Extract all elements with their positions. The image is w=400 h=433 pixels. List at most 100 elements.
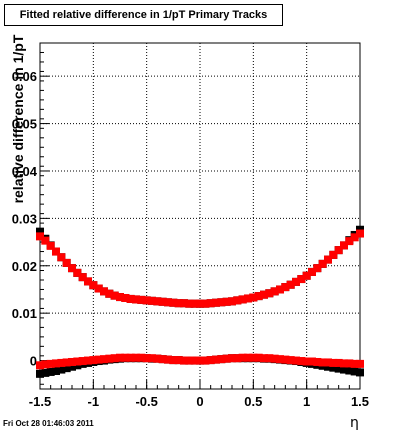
data-point [249, 293, 258, 302]
data-point [94, 355, 103, 364]
data-point [260, 290, 268, 299]
data-point [36, 227, 44, 236]
data-point [142, 296, 151, 305]
data-point [46, 367, 55, 376]
data-point [297, 275, 306, 284]
y-axis-label: relative difference in 1/pT [10, 34, 26, 204]
data-point [121, 353, 130, 362]
data-point [41, 360, 50, 369]
data-point [46, 241, 55, 250]
data-point [57, 253, 66, 262]
data-point [340, 365, 348, 374]
data-point [313, 264, 322, 273]
data-point [244, 294, 252, 303]
data-point [116, 293, 124, 302]
data-point [78, 273, 87, 282]
data-point [318, 259, 327, 268]
data-point [46, 359, 55, 368]
data-point [57, 358, 66, 367]
data-point [180, 356, 188, 365]
data-point [148, 296, 156, 305]
data-point [217, 355, 226, 364]
data-point [36, 232, 44, 241]
data-point [158, 355, 167, 364]
data-point [329, 250, 338, 259]
data-point [180, 299, 188, 308]
data-point [126, 353, 135, 362]
data-point [94, 284, 103, 293]
x-tick-label: 0 [196, 394, 203, 409]
data-point [164, 298, 172, 307]
data-point [153, 297, 162, 306]
data-point [84, 356, 92, 365]
x-tick-label: -1.5 [29, 394, 51, 409]
data-point [190, 356, 199, 365]
data-point [308, 357, 316, 366]
data-point [302, 357, 311, 366]
data-point [84, 277, 92, 286]
data-point [137, 353, 146, 362]
data-point [73, 268, 82, 277]
data-point [238, 295, 247, 304]
data-point [217, 298, 226, 307]
data-point [249, 353, 258, 362]
data-point [238, 353, 247, 362]
data-point [190, 299, 199, 308]
data-point [169, 356, 178, 365]
data-point [212, 355, 220, 364]
data-point [297, 357, 306, 366]
y-tick-label: 0.02 [12, 259, 37, 274]
data-point [73, 357, 82, 366]
data-point [302, 271, 311, 280]
data-point [89, 356, 98, 365]
data-point [334, 358, 343, 367]
data-point [334, 246, 343, 255]
data-point [105, 354, 114, 363]
chart-title: Fitted relative difference in 1/pT Prima… [4, 4, 283, 26]
data-point [52, 247, 60, 256]
data-point [174, 356, 183, 365]
data-point [110, 291, 119, 300]
data-point [270, 287, 279, 296]
data-point [270, 354, 279, 363]
data-point [228, 354, 236, 363]
data-point [62, 258, 71, 267]
data-point [356, 229, 364, 238]
data-point [265, 289, 274, 298]
data-point [164, 355, 172, 364]
data-point [350, 367, 359, 376]
data-point [132, 353, 140, 362]
data-point [110, 354, 119, 363]
data-point [68, 264, 76, 273]
data-point [260, 354, 268, 363]
data-point [276, 355, 284, 364]
data-point [89, 281, 98, 290]
data-point [52, 359, 60, 368]
data-point [206, 299, 215, 308]
x-tick-label: -1 [88, 394, 100, 409]
data-point [313, 357, 322, 366]
data-point [153, 354, 162, 363]
y-tick-label: 0 [30, 354, 37, 369]
data-point [276, 285, 284, 294]
data-point [100, 355, 108, 364]
data-point [174, 299, 183, 308]
data-point [254, 292, 263, 301]
data-point [148, 354, 156, 363]
data-point [233, 296, 242, 305]
data-point [324, 255, 332, 264]
data-point [308, 267, 316, 276]
timestamp: Fri Oct 28 01:46:03 2011 [3, 419, 94, 428]
data-point [329, 363, 338, 372]
grid-lines [40, 43, 360, 389]
data-point [324, 358, 332, 367]
data-point [281, 283, 290, 292]
data-point [334, 364, 343, 373]
tick-labels: -1.5 -1 -0.5 0 0.5 1 1.5 0 0.01 0.02 0.03 0.04 0.05 0… [12, 69, 369, 409]
data-point [206, 356, 215, 365]
y-tick-label: 0.05 [12, 117, 37, 132]
data-point [212, 298, 220, 307]
data-point [36, 361, 44, 370]
x-tick-label: 1.5 [351, 394, 369, 409]
data-point [52, 366, 60, 375]
